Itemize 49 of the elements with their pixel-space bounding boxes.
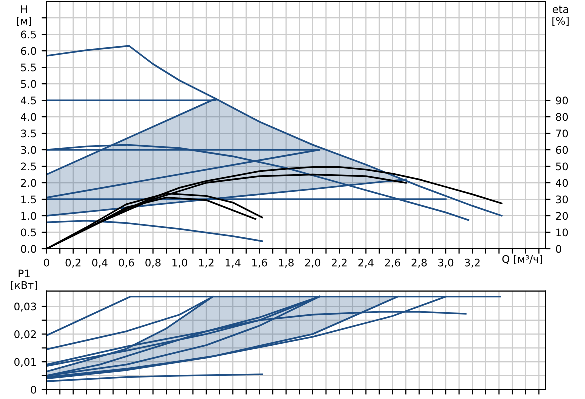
y2-tick-label: 80 [556, 113, 568, 122]
y-tick-label: 5.0 [21, 80, 36, 88]
y-tick-label: 0.0 [21, 245, 36, 254]
x-tick-label: 0,8 [146, 258, 161, 268]
x-tick-label: 3,0 [438, 258, 454, 268]
y2-tick-label: 60 [556, 146, 568, 154]
x-tick-label: 2,0 [305, 258, 321, 268]
x-tick-label: 2,8 [412, 258, 427, 268]
y2-tick-label: 40 [556, 179, 568, 188]
x-tick-label: 0,6 [119, 258, 134, 268]
y-tick-label: 0,03 [14, 302, 36, 312]
y-tick-label: 5.5 [21, 64, 36, 72]
x-tick-label: 0,4 [92, 258, 108, 268]
x-tick-label: 3,2 [465, 258, 480, 268]
y2-tick-label: 50 [556, 162, 568, 171]
y-tick-label: 3.0 [21, 146, 36, 154]
x-tick-label: 0 [44, 258, 50, 267]
x-tick-label: 2,6 [385, 258, 400, 268]
y2-tick-label: 20 [556, 212, 568, 220]
y2-axis-title: eta [%] [552, 6, 569, 26]
y2-tick-label: 10 [556, 228, 568, 237]
y-tick-label: 4.0 [21, 113, 36, 122]
y-tick-label: 2.0 [21, 179, 36, 188]
x-tick-label: 2,4 [358, 258, 374, 268]
x-tick-label: 1,4 [226, 259, 241, 268]
y-tick-label: 6.0 [21, 47, 36, 56]
x-tick-label: 0,2 [66, 258, 81, 268]
y-tick-label: 2.5 [21, 162, 36, 171]
y2-tick-label: 0 [556, 245, 562, 254]
y-axis-title: P1 [кВт] [11, 270, 38, 290]
x-tick-label: 1,2 [199, 258, 214, 268]
y-tick-label: 0,01 [14, 358, 36, 368]
y2-tick-label: 30 [556, 196, 568, 204]
y-tick-label: 0.5 [21, 228, 36, 237]
y-tick-label: 6.5 [21, 30, 36, 39]
y-tick-label: 3.5 [21, 130, 36, 138]
y-tick-label: 4.5 [21, 96, 36, 105]
x-tick-label: 1,0 [172, 258, 188, 268]
y2-tick-label: 70 [556, 130, 568, 138]
y-tick-label: 0,02 [14, 330, 36, 340]
x-tick-label: 1,8 [279, 258, 294, 268]
x-tick-label: 1,6 [252, 258, 268, 268]
y-tick-label: 0 [31, 386, 36, 394]
y-tick-label: 1.0 [22, 212, 36, 220]
x-tick-label: 2,2 [332, 258, 347, 268]
y-tick-label: 1.5 [22, 196, 36, 204]
y-axis-title: H [м] [17, 6, 32, 26]
y2-tick-label: 90 [556, 96, 568, 105]
x-axis-title: Q [м³/ч] [502, 255, 542, 264]
